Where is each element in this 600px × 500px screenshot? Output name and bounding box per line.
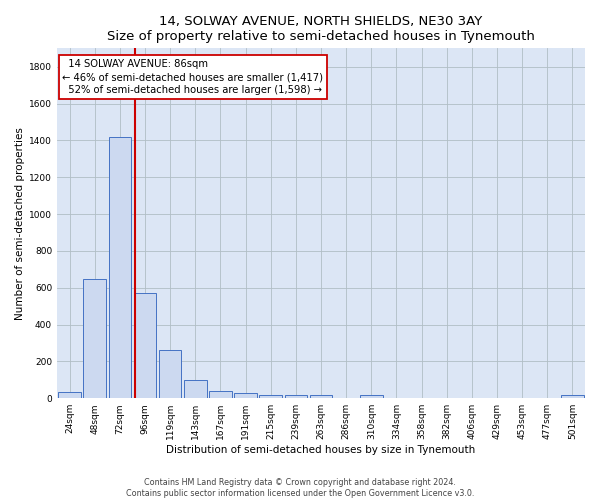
Bar <box>209 391 232 398</box>
Bar <box>109 138 131 398</box>
Title: 14, SOLWAY AVENUE, NORTH SHIELDS, NE30 3AY
Size of property relative to semi-det: 14, SOLWAY AVENUE, NORTH SHIELDS, NE30 3… <box>107 15 535 43</box>
Bar <box>360 396 383 398</box>
Bar <box>284 396 307 398</box>
Bar <box>83 278 106 398</box>
Bar <box>310 396 332 398</box>
Text: Contains HM Land Registry data © Crown copyright and database right 2024.
Contai: Contains HM Land Registry data © Crown c… <box>126 478 474 498</box>
Y-axis label: Number of semi-detached properties: Number of semi-detached properties <box>15 127 25 320</box>
Bar <box>58 392 81 398</box>
Bar <box>234 392 257 398</box>
X-axis label: Distribution of semi-detached houses by size in Tynemouth: Distribution of semi-detached houses by … <box>166 445 476 455</box>
Bar <box>259 394 282 398</box>
Bar <box>159 350 181 398</box>
Bar <box>184 380 206 398</box>
Bar <box>134 293 157 398</box>
Text: 14 SOLWAY AVENUE: 86sqm
← 46% of semi-detached houses are smaller (1,417)
  52% : 14 SOLWAY AVENUE: 86sqm ← 46% of semi-de… <box>62 59 323 95</box>
Bar <box>561 396 584 398</box>
